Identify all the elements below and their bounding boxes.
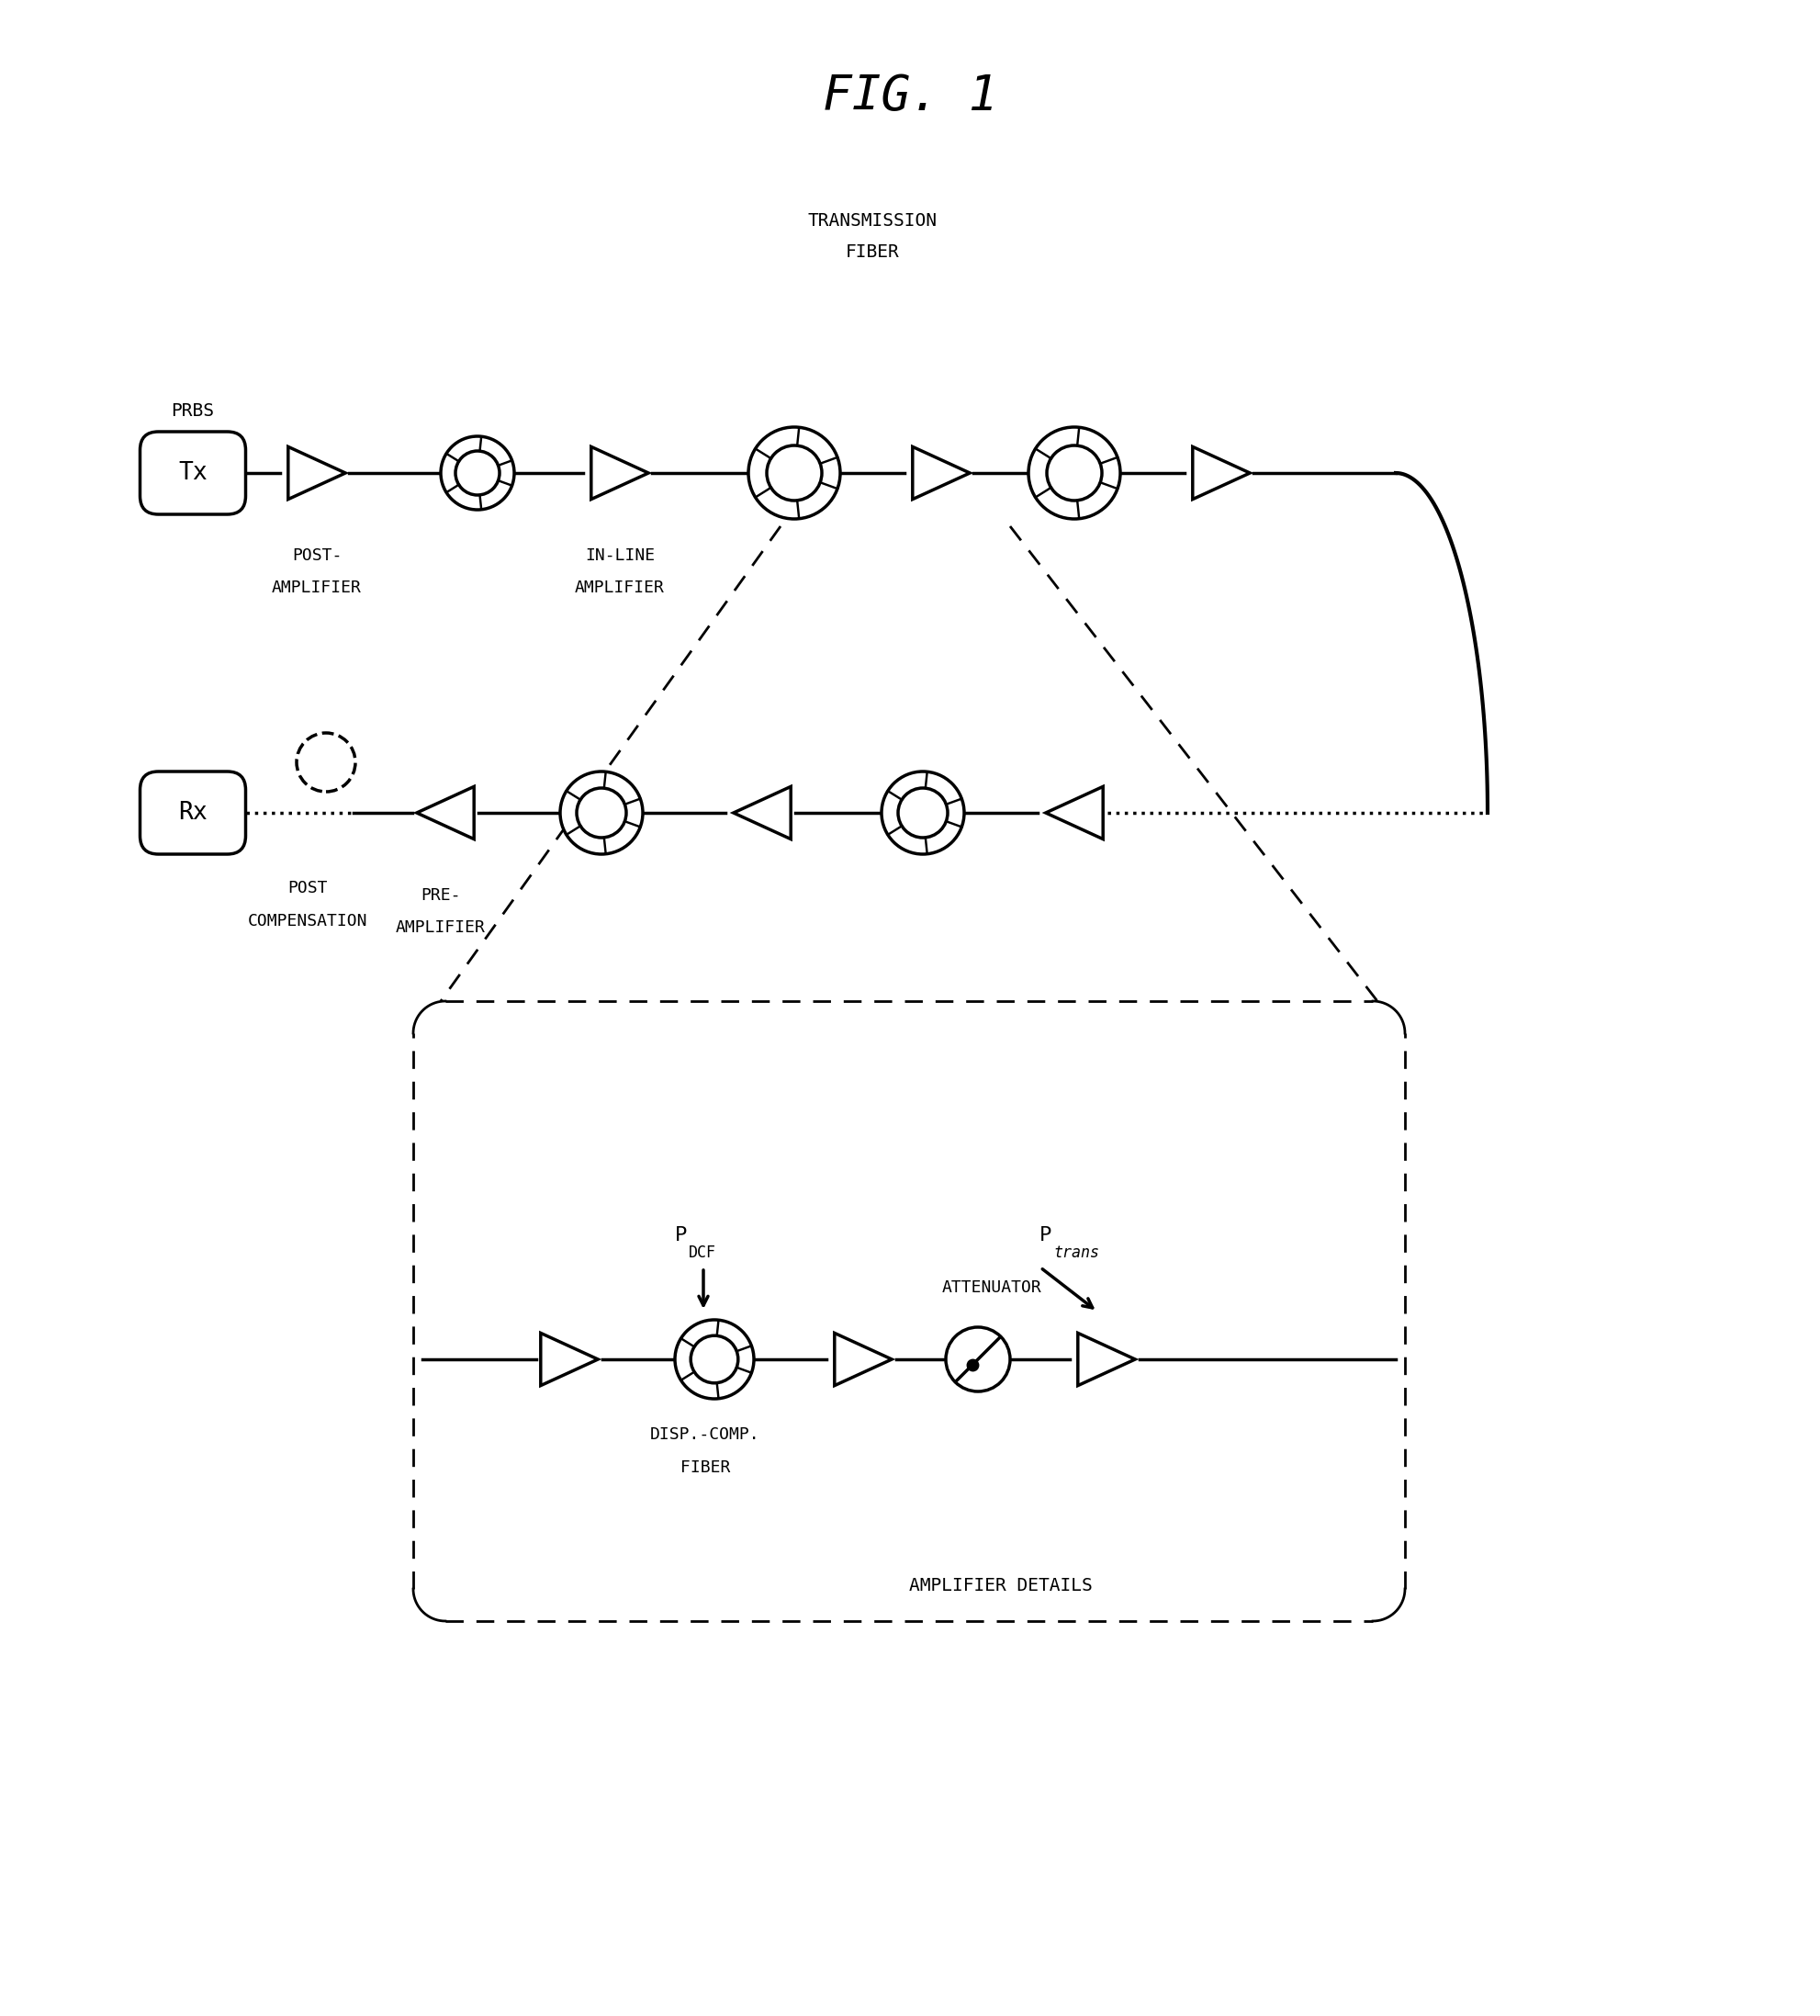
- Text: trans: trans: [1054, 1244, 1099, 1262]
- Text: DCF: DCF: [688, 1244, 717, 1262]
- Circle shape: [1028, 427, 1121, 518]
- Circle shape: [881, 772, 965, 855]
- Text: ATTENUATOR: ATTENUATOR: [941, 1280, 1041, 1296]
- Circle shape: [692, 1337, 739, 1383]
- Polygon shape: [733, 786, 792, 839]
- Polygon shape: [1192, 448, 1250, 500]
- Polygon shape: [912, 448, 970, 500]
- Circle shape: [440, 435, 515, 510]
- Circle shape: [1046, 446, 1101, 500]
- Text: FIBER: FIBER: [681, 1460, 730, 1476]
- Text: FIBER: FIBER: [844, 244, 899, 262]
- Circle shape: [561, 772, 642, 855]
- Text: AMPLIFIER: AMPLIFIER: [575, 579, 664, 597]
- Text: AMPLIFIER: AMPLIFIER: [271, 579, 362, 597]
- Polygon shape: [592, 448, 648, 500]
- Circle shape: [766, 446, 823, 500]
- FancyBboxPatch shape: [140, 431, 246, 514]
- Circle shape: [946, 1327, 1010, 1391]
- Text: POST: POST: [288, 879, 328, 897]
- Polygon shape: [288, 448, 346, 500]
- Text: COMPENSATION: COMPENSATION: [248, 913, 368, 929]
- Text: AMPLIFIER: AMPLIFIER: [395, 919, 486, 935]
- Circle shape: [748, 427, 841, 518]
- Text: Tx: Tx: [178, 462, 207, 486]
- Polygon shape: [1077, 1333, 1136, 1385]
- Polygon shape: [1046, 786, 1103, 839]
- Text: TRANSMISSION: TRANSMISSION: [808, 212, 937, 230]
- Polygon shape: [541, 1333, 599, 1385]
- Circle shape: [455, 452, 499, 496]
- Text: P: P: [675, 1226, 686, 1244]
- Circle shape: [675, 1320, 753, 1399]
- Polygon shape: [417, 786, 473, 839]
- Text: IN-LINE: IN-LINE: [584, 548, 655, 564]
- Circle shape: [897, 788, 948, 837]
- Text: P: P: [1039, 1226, 1052, 1244]
- Text: AMPLIFIER DETAILS: AMPLIFIER DETAILS: [910, 1577, 1092, 1595]
- Text: DISP.-COMP.: DISP.-COMP.: [650, 1427, 761, 1443]
- Text: FIG. 1: FIG. 1: [823, 73, 997, 121]
- Text: PRE-: PRE-: [420, 887, 460, 903]
- Circle shape: [297, 734, 355, 792]
- Circle shape: [577, 788, 626, 837]
- FancyBboxPatch shape: [140, 772, 246, 855]
- Polygon shape: [835, 1333, 892, 1385]
- Text: Rx: Rx: [178, 800, 207, 825]
- Text: PRBS: PRBS: [171, 403, 215, 419]
- Text: POST-: POST-: [291, 548, 342, 564]
